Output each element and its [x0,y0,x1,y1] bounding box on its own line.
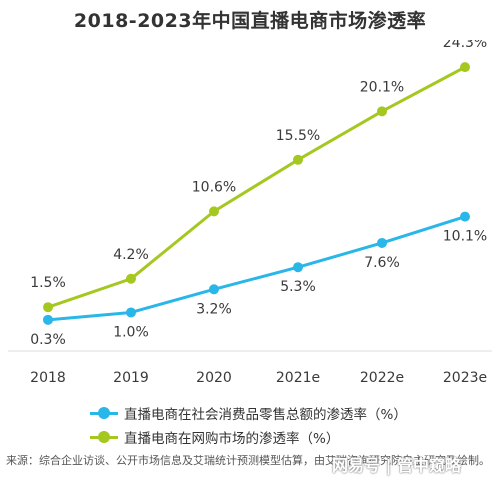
line-chart: 2018 2019 2020 2021e 2022e 2023e 0.3% 1.0% 3.2% 5… [8,40,492,386]
legend: 直播电商在社会消费品零售总额的渗透率（%） 直播电商在网购市场的渗透率（%） [90,401,407,449]
data-label: 0.3% [30,332,66,348]
data-label: 4.2% [113,247,149,263]
data-point [43,302,53,313]
x-tick-label: 2023e [443,370,487,386]
x-tick-label: 2022e [360,370,404,386]
x-tick-label: 2020 [196,370,232,386]
data-point [209,284,219,295]
data-point [460,62,470,73]
legend-item-retail: 直播电商在社会消费品零售总额的渗透率（%） [90,401,407,425]
data-label: 5.3% [280,279,316,295]
legend-swatch-online [90,431,118,443]
data-point [377,237,387,248]
series-line-0 [47,215,466,322]
data-point [209,206,219,217]
chart-title: 2018-2023年中国直播电商市场渗透率 [73,10,427,32]
watermark: 网易号 | 管中窥略 [332,456,461,475]
x-tick-label: 2019 [113,370,149,386]
x-tick-label: 2018 [30,370,66,386]
series-line-1 [47,65,466,309]
legend-marker-online [98,431,110,443]
legend-item-online: 直播电商在网购市场的渗透率（%） [90,425,407,449]
data-label: 24.3% [443,40,487,51]
data-label: 3.2% [196,301,232,317]
data-point [126,273,136,284]
data-point [43,314,53,325]
data-label: 10.1% [443,229,487,245]
data-label: 1.0% [113,324,149,340]
data-point [126,307,136,318]
legend-marker-retail [98,407,110,419]
data-point [293,154,303,165]
data-point [460,211,470,222]
data-label: 1.5% [30,275,66,291]
data-label: 7.6% [364,255,400,271]
data-label: 15.5% [276,128,320,144]
source-note: 来源：综合企业访谈、公开市场信息及艾瑞统计预测模型估算，由艾瑞咨询研究院自主研究… [6,454,490,467]
legend-label-retail: 直播电商在社会消费品零售总额的渗透率（%） [124,407,407,423]
legend-label-online: 直播电商在网购市场的渗透率（%） [124,431,340,447]
legend-swatch-retail [90,407,118,419]
data-label: 10.6% [192,179,236,195]
data-point [377,106,387,117]
data-label: 20.1% [360,79,404,95]
x-tick-label: 2021e [276,370,320,386]
data-point [293,262,303,273]
